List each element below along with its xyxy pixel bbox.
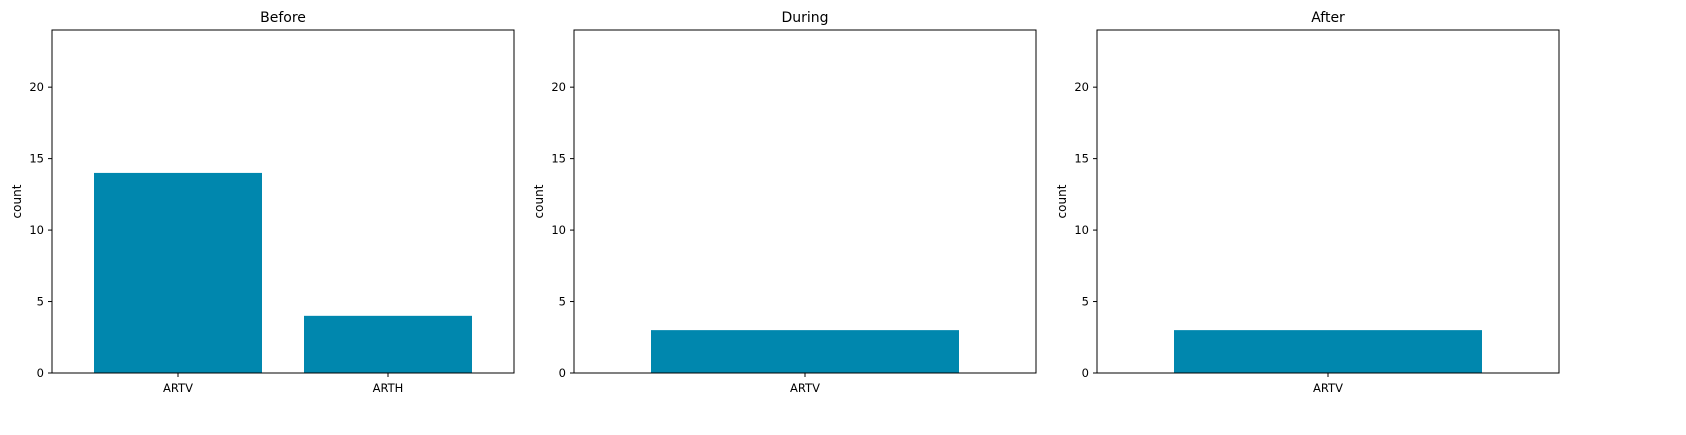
chart-title: During bbox=[781, 10, 828, 26]
plot-frame bbox=[573, 29, 1037, 374]
y-tick-label: 15 bbox=[29, 152, 44, 166]
y-axis-label: count bbox=[532, 184, 546, 218]
y-tick-label: 10 bbox=[1074, 223, 1089, 237]
y-axis-label: count bbox=[1055, 184, 1069, 218]
bar-arth bbox=[304, 315, 472, 373]
plot-frame bbox=[1096, 29, 1560, 374]
x-tick-label: ARTV bbox=[163, 381, 193, 395]
y-axis-label: count bbox=[10, 184, 24, 218]
chart-title: Before bbox=[260, 10, 306, 26]
x-tick-label: ARTV bbox=[1313, 381, 1343, 395]
chart-panel-1: ARTV ARTH 0 5 10 15 20 Before count bbox=[10, 10, 515, 395]
y-tick-label: 5 bbox=[37, 295, 44, 309]
y-tick-label: 0 bbox=[37, 366, 44, 380]
bar-artv bbox=[1174, 330, 1482, 373]
chart-panel-2: ARTV 0 5 10 15 20 During count bbox=[532, 10, 1037, 395]
chart-panel-3: ARTV 0 5 10 15 20 After count bbox=[1055, 10, 1560, 395]
plot-frame bbox=[51, 29, 515, 374]
x-tick-label: ARTV bbox=[790, 381, 820, 395]
y-tick-label: 0 bbox=[559, 366, 566, 380]
y-tick-label: 20 bbox=[29, 80, 44, 94]
y-tick-label: 20 bbox=[551, 80, 566, 94]
bar-artv bbox=[94, 172, 262, 373]
y-tick-label: 15 bbox=[551, 152, 566, 166]
bar-artv bbox=[651, 330, 959, 373]
y-tick-label: 0 bbox=[1082, 366, 1089, 380]
y-tick-label: 5 bbox=[1082, 295, 1089, 309]
chart-title: After bbox=[1311, 10, 1345, 26]
y-tick-label: 10 bbox=[551, 223, 566, 237]
y-tick-label: 5 bbox=[559, 295, 566, 309]
y-tick-label: 15 bbox=[1074, 152, 1089, 166]
y-tick-label: 20 bbox=[1074, 80, 1089, 94]
y-tick-label: 10 bbox=[29, 223, 44, 237]
x-tick-label: ARTH bbox=[373, 381, 404, 395]
